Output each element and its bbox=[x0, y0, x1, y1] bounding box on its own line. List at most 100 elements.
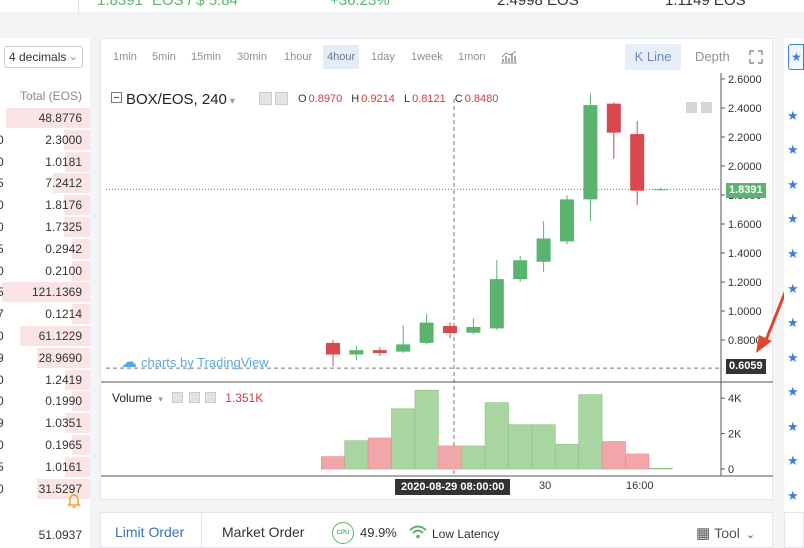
ohlc-readout: O 0.8970 H 0.9214 L 0.8121 C 0.8480 bbox=[298, 93, 504, 105]
candle-body bbox=[396, 344, 411, 352]
volume-bar bbox=[344, 440, 369, 470]
chart-toolbar: 1min 5min 15min 30min 1hour 4hour 1day 1… bbox=[101, 39, 774, 73]
depth-bar bbox=[72, 260, 90, 281]
star-icon[interactable]: ★ bbox=[787, 488, 799, 503]
close-icon[interactable] bbox=[204, 392, 216, 403]
divider bbox=[201, 513, 202, 548]
candle-body bbox=[606, 103, 621, 133]
order-book-row[interactable]: 9 1.0351 bbox=[0, 412, 90, 434]
timeframe-1mon[interactable]: 1mon bbox=[458, 51, 486, 63]
order-book-row[interactable]: 0 1.0181 bbox=[0, 151, 90, 173]
open-label: O bbox=[298, 93, 307, 105]
order-book-row[interactable]: 0 1.8176 bbox=[0, 194, 90, 216]
chevron-down-icon[interactable]: ▾ bbox=[158, 394, 163, 404]
depth-bar bbox=[65, 413, 90, 434]
candlestick-chart[interactable]: 2.60002.40002.20002.00001.80001.60001.40… bbox=[101, 39, 774, 501]
order-book-row[interactable]: 5 0.2942 bbox=[0, 238, 90, 260]
timeframe-1min[interactable]: 1min bbox=[113, 51, 137, 63]
order-book-row[interactable]: 0 0.2100 bbox=[0, 260, 90, 282]
chevron-down-icon: ⌄ bbox=[745, 529, 756, 541]
decimals-select[interactable]: 4 decimals ⌄ bbox=[4, 46, 83, 68]
tab-market-order[interactable]: Market Order bbox=[222, 524, 305, 540]
timeframe-1hour[interactable]: 1hour bbox=[284, 51, 313, 63]
star-icon[interactable]: ★ bbox=[787, 246, 799, 261]
order-book-row[interactable]: 9 28.9690 bbox=[0, 347, 90, 369]
candle-body bbox=[536, 238, 551, 262]
order-book-row[interactable]: 0 61.1229 bbox=[0, 325, 90, 347]
total-cell: 0.1965 bbox=[45, 438, 82, 452]
volume-bar bbox=[484, 402, 509, 470]
tradingview-watermark[interactable]: ☁ charts by TradingView bbox=[121, 352, 269, 372]
eye-icon[interactable] bbox=[172, 392, 184, 403]
price-cell: 9 bbox=[0, 416, 4, 431]
favorites-tab[interactable]: ★ bbox=[788, 44, 804, 70]
price-cell: 0 bbox=[0, 372, 4, 387]
candle-body bbox=[372, 350, 387, 354]
star-icon[interactable]: ★ bbox=[787, 350, 799, 365]
depth-bar bbox=[72, 435, 90, 455]
volume-bar bbox=[601, 441, 626, 470]
arrow-down-icon[interactable] bbox=[686, 102, 697, 113]
star-icon[interactable]: ★ bbox=[787, 108, 799, 123]
star-icon[interactable]: ★ bbox=[787, 453, 799, 468]
timeframe-1day[interactable]: 1day bbox=[371, 51, 395, 63]
star-icon[interactable]: ★ bbox=[787, 142, 799, 157]
gear-icon[interactable] bbox=[275, 92, 288, 105]
timeframe-5min[interactable]: 5min bbox=[152, 51, 176, 63]
order-book-row[interactable]: 5 121.1369 bbox=[0, 281, 90, 303]
kline-tab[interactable]: K Line bbox=[625, 44, 681, 70]
fullscreen-icon[interactable] bbox=[749, 50, 763, 64]
star-icon[interactable]: ★ bbox=[787, 315, 799, 330]
bell-icon[interactable] bbox=[66, 493, 82, 509]
side-panel-edge bbox=[784, 512, 804, 548]
arrow-updown-icon[interactable] bbox=[701, 102, 712, 113]
order-book-row[interactable]: 5 7.2412 bbox=[0, 172, 90, 194]
price-cell: 0 bbox=[0, 481, 4, 496]
price-tick-label: 0.8000 bbox=[728, 335, 762, 347]
order-book-row[interactable]: 48.8776 bbox=[0, 107, 90, 129]
timeframe-4hour[interactable]: 4hour bbox=[323, 45, 360, 69]
eye-icon[interactable] bbox=[259, 92, 272, 105]
star-icon[interactable]: ★ bbox=[787, 211, 799, 226]
total-cell: 0.2100 bbox=[45, 263, 82, 278]
depth-bar bbox=[72, 304, 90, 325]
order-book-row[interactable]: 7 0.1214 bbox=[0, 303, 90, 325]
watermark-text: charts by TradingView bbox=[141, 355, 269, 370]
timeframe-1week[interactable]: 1week bbox=[411, 51, 443, 63]
depth-bar bbox=[64, 129, 90, 150]
order-book-row[interactable]: 0 2.3000 bbox=[0, 129, 90, 151]
grid-icon: ▦ bbox=[696, 525, 711, 542]
order-book-row[interactable]: 0 31.5297 bbox=[0, 478, 90, 500]
order-book-row[interactable]: 0 0.1965 bbox=[0, 434, 90, 456]
depth-tab[interactable]: Depth bbox=[695, 49, 730, 64]
order-book-row[interactable]: 0 0.1990 bbox=[0, 390, 90, 412]
star-icon[interactable]: ★ bbox=[787, 281, 799, 296]
indicators-icon[interactable] bbox=[500, 50, 518, 64]
candle-body bbox=[349, 350, 364, 355]
star-icon[interactable]: ★ bbox=[787, 384, 799, 399]
order-book-row[interactable]: 0 1.7325 bbox=[0, 216, 90, 238]
order-form-tabs: Limit Order Market Order CPU 49.9% Low L… bbox=[100, 512, 773, 548]
candle-body bbox=[419, 322, 434, 343]
gear-icon[interactable] bbox=[188, 392, 200, 403]
timeframe-15min[interactable]: 15min bbox=[191, 51, 221, 63]
price-tick-label: 2.2000 bbox=[728, 132, 762, 144]
tool-menu[interactable]: ▦ Tool ⌄ bbox=[696, 524, 755, 542]
collapse-legend-icon[interactable] bbox=[111, 92, 122, 103]
total-cell: 0.2942 bbox=[45, 241, 82, 256]
order-book-row[interactable]: 0 1.2419 bbox=[0, 369, 90, 391]
total-cell: 7.2412 bbox=[45, 176, 82, 191]
depth-bar bbox=[65, 151, 90, 172]
order-book-row[interactable]: 5 1.0161 bbox=[0, 456, 90, 478]
price-cell: 9 bbox=[0, 350, 4, 365]
timeframe-30min[interactable]: 30min bbox=[237, 51, 267, 63]
price-cell: 5 bbox=[0, 176, 4, 191]
chevron-down-icon[interactable]: ▾ bbox=[229, 96, 235, 107]
price-cell: 5 bbox=[0, 241, 4, 256]
star-icon[interactable]: ★ bbox=[787, 177, 799, 192]
total-cell: 28.9690 bbox=[38, 350, 82, 365]
volume-bar bbox=[554, 443, 579, 470]
tab-limit-order[interactable]: Limit Order bbox=[115, 524, 185, 540]
star-icon[interactable]: ★ bbox=[787, 419, 799, 434]
price-cell: 5 bbox=[0, 459, 4, 474]
